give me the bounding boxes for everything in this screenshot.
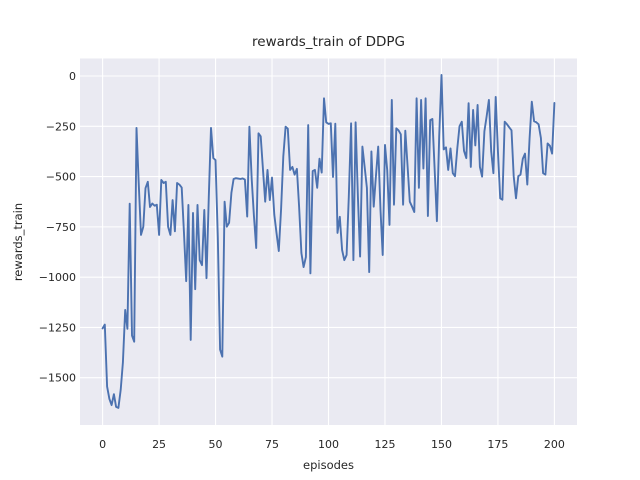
x-tick-label: 75: [265, 438, 279, 451]
x-tick-label: 100: [318, 438, 339, 451]
y-tick-label: −250: [46, 120, 76, 133]
x-tick-label: 200: [544, 438, 565, 451]
y-tick-label: −1250: [39, 321, 76, 334]
y-axis-tick-labels: 0 −250 −500 −750 −1000 −1250 −1500: [39, 70, 76, 385]
y-tick-label: −1500: [39, 372, 76, 385]
reward-line: [101, 74, 556, 409]
y-axis-label: rewards_train: [11, 203, 25, 281]
x-tick-label: 0: [99, 438, 106, 451]
x-axis-tick-labels: 0 25 50 75 100 125 150 175 200: [99, 438, 565, 451]
chart-title: rewards_train of DDPG: [252, 34, 405, 50]
y-tick-label: −500: [46, 171, 76, 184]
x-tick-label: 125: [374, 438, 395, 451]
x-tick-label: 175: [487, 438, 508, 451]
x-tick-label: 50: [209, 438, 223, 451]
x-tick-label: 150: [431, 438, 452, 451]
y-tick-label: −1000: [39, 271, 76, 284]
y-tick-label: 0: [69, 70, 76, 83]
x-axis-label: episodes: [303, 458, 354, 472]
y-tick-label: −750: [46, 221, 76, 234]
x-tick-label: 25: [152, 438, 166, 451]
